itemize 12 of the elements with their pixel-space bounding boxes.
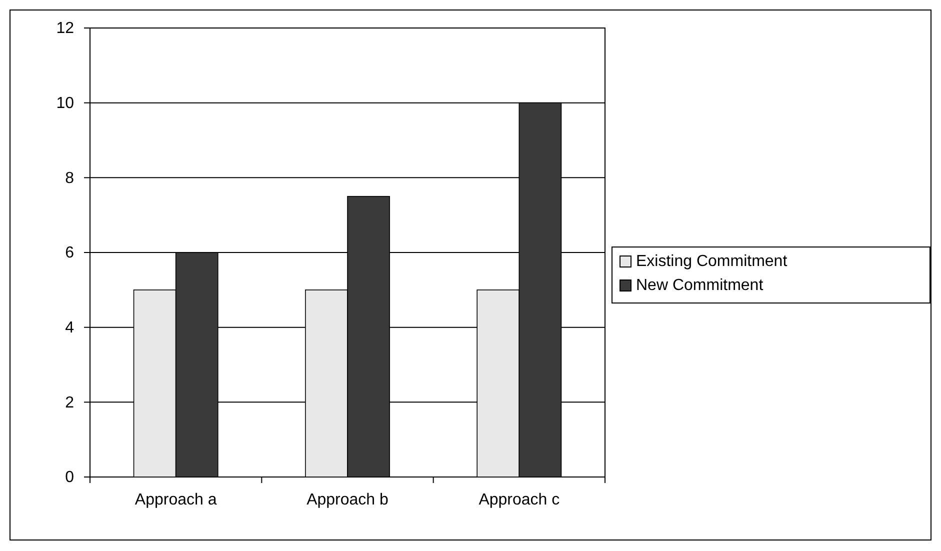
x-tick-label: Approach c: [478, 491, 560, 508]
y-tick-label: 6: [65, 244, 74, 262]
y-tick-label: 4: [65, 319, 74, 336]
y-tick-label: 2: [65, 394, 74, 412]
y-tick-label: 8: [65, 170, 74, 187]
x-tick-label: Approach b: [306, 491, 389, 508]
legend-label: New Commitment: [636, 277, 764, 294]
legend-label: Existing Commitment: [636, 253, 788, 270]
y-tick-label: 12: [56, 20, 74, 38]
x-tick-label: Approach a: [134, 491, 217, 508]
y-tick-label: 10: [56, 94, 74, 112]
y-tick-label: 0: [65, 469, 74, 486]
